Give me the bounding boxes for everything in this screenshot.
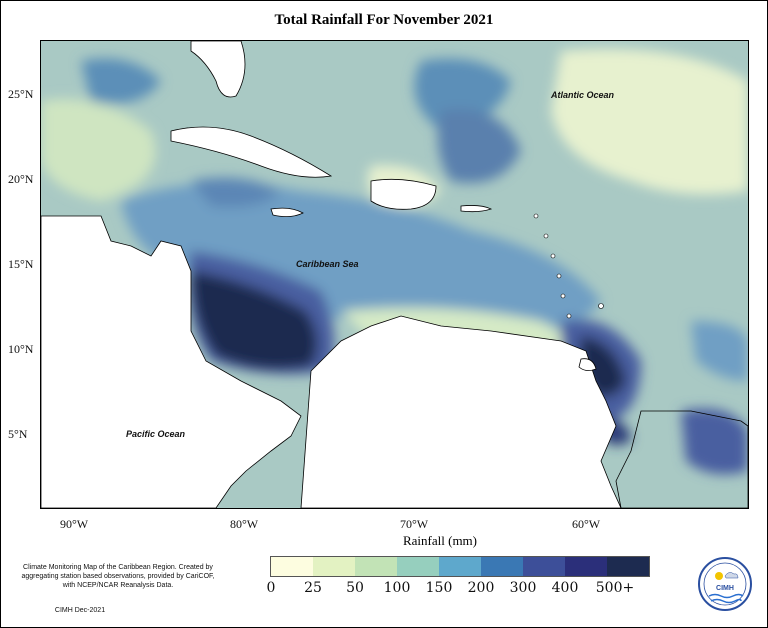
map-title: Total Rainfall For November 2021 (274, 12, 494, 28)
legend-swatch-7 (565, 557, 607, 576)
label-caribbean: Caribbean Sea (296, 259, 359, 269)
legend-tick-8: 500+ (595, 580, 635, 596)
land-jamaica (270, 207, 304, 217)
lat-label-5: 5°N (8, 427, 28, 441)
label-atlantic: Atlantic Ocean (550, 90, 615, 100)
legend-tick-3: 100 (383, 580, 411, 596)
cimh-logo: CIMH (698, 557, 752, 611)
legend-title: Rainfall (mm) (402, 533, 477, 548)
lesser-antilles (533, 213, 604, 319)
land-cuba (170, 126, 333, 178)
rainfall-map: Atlantic Ocean Caribbean Sea Pacific Oce… (40, 40, 749, 509)
legend-tick-6: 300 (509, 580, 537, 596)
legend-swatch-6 (523, 557, 565, 576)
land-central-america (41, 215, 302, 508)
credit-date: CIMH Dec-2021 (54, 607, 106, 614)
land-trinidad (578, 358, 597, 371)
lat-label-20: 20°N (8, 172, 34, 186)
lat-label-15: 15°N (8, 257, 34, 271)
land-florida (190, 41, 246, 98)
lat-label-25: 25°N (8, 87, 34, 101)
label-pacific: Pacific Ocean (126, 429, 186, 439)
legend-tick-labels: 0 25 50 100 150 200 300 400 500+ (0, 580, 768, 600)
legend-tick-2: 50 (346, 580, 364, 596)
legend-tick-0: 0 (266, 580, 276, 596)
legend-swatch-1 (313, 557, 355, 576)
legend-tick-4: 150 (425, 580, 453, 596)
legend-tick-7: 400 (551, 580, 579, 596)
land-guianas (615, 410, 748, 508)
legend-swatch-5 (481, 557, 523, 576)
credit-text: Climate Monitoring Map of the Caribbean … (21, 564, 215, 589)
legend-swatch-3 (397, 557, 439, 576)
legend-tick-5: 200 (467, 580, 495, 596)
lon-label-90: 90°W (59, 517, 89, 531)
land-puerto-rico (460, 205, 493, 213)
legend-colorbar (270, 556, 650, 577)
land-masses (41, 41, 748, 508)
legend-tick-1: 25 (304, 580, 322, 596)
legend-swatch-8 (607, 557, 649, 576)
lon-label-70: 70°W (399, 517, 429, 531)
land-hispaniola (370, 178, 437, 210)
legend-swatch-2 (355, 557, 397, 576)
legend-swatch-4 (439, 557, 481, 576)
lat-label-10: 10°N (8, 342, 34, 356)
lon-label-60: 60°W (571, 517, 601, 531)
lon-label-80: 80°W (229, 517, 259, 531)
rainfall-map-svg: Atlantic Ocean Caribbean Sea Pacific Oce… (41, 41, 748, 508)
legend-swatch-0 (271, 557, 313, 576)
logo-text: CIMH (716, 585, 734, 592)
